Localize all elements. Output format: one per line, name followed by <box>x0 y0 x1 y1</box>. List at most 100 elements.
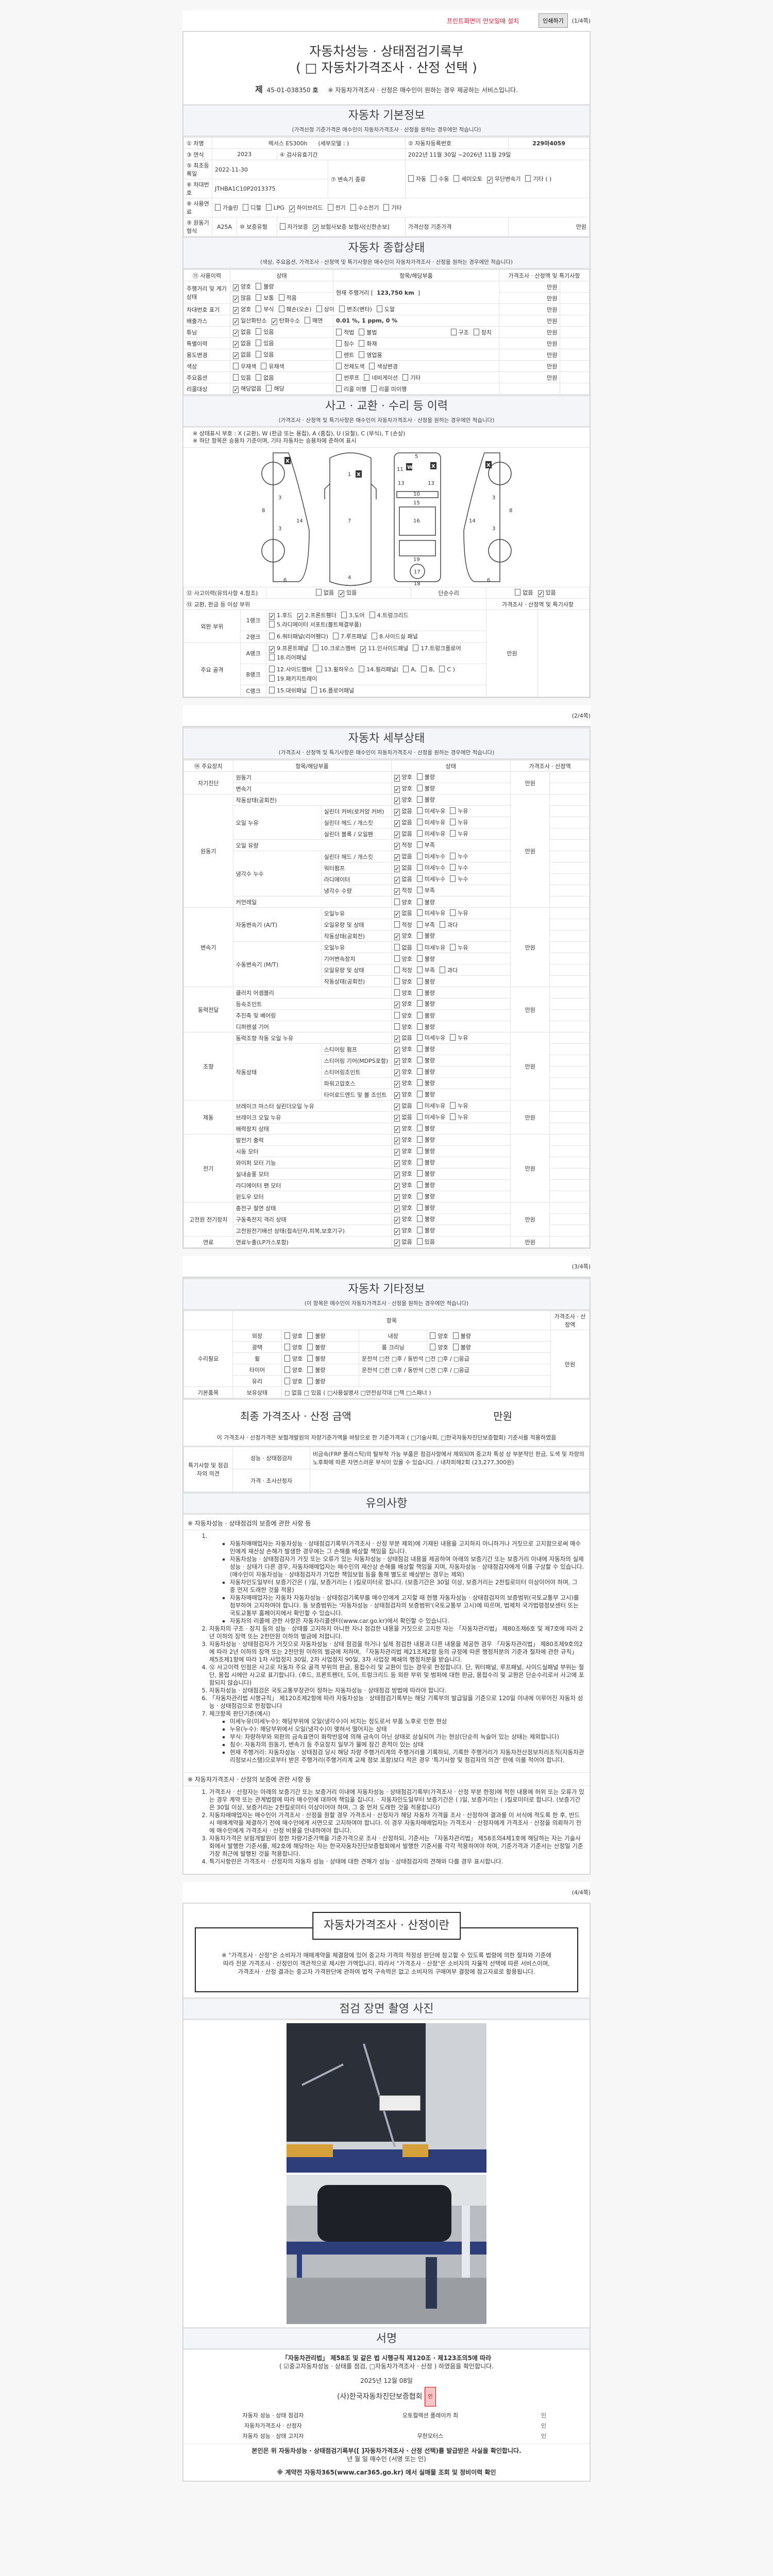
unchecked-checkbox-icon[interactable] <box>307 1354 313 1362</box>
unchecked-checkbox-icon[interactable] <box>359 666 365 672</box>
checkbox-option[interactable]: ✓ 양호 <box>394 931 412 940</box>
checkbox-option[interactable]: 수소전기 <box>350 204 379 212</box>
checked-checkbox-icon[interactable]: ✓ <box>233 295 239 302</box>
checkbox-option[interactable]: 불량 <box>416 795 435 804</box>
checkbox-option[interactable]: 적법 <box>336 328 354 336</box>
checkbox-option[interactable]: B, <box>421 665 434 674</box>
checked-checkbox-icon[interactable]: ✓ <box>271 318 277 325</box>
unchecked-checkbox-icon[interactable] <box>336 328 342 335</box>
checked-checkbox-icon[interactable]: ✓ <box>394 1171 400 1178</box>
unchecked-checkbox-icon[interactable] <box>307 1377 313 1384</box>
checkbox-option[interactable]: 도말 <box>376 305 395 313</box>
checkbox-option[interactable]: 불량 <box>416 1023 435 1031</box>
unchecked-checkbox-icon[interactable] <box>307 1343 313 1350</box>
unchecked-checkbox-icon[interactable] <box>233 374 239 381</box>
checked-checkbox-icon[interactable]: ✓ <box>394 1114 400 1122</box>
unchecked-checkbox-icon[interactable] <box>383 204 390 211</box>
checkbox-option[interactable]: 불량 <box>307 1366 326 1374</box>
unchecked-checkbox-icon[interactable] <box>416 785 423 791</box>
unchecked-checkbox-icon[interactable] <box>402 374 408 381</box>
checked-checkbox-icon[interactable]: ✓ <box>394 1137 400 1144</box>
unchecked-checkbox-icon[interactable] <box>394 989 400 996</box>
checkbox-option[interactable]: 과다 <box>440 921 458 929</box>
unchecked-checkbox-icon[interactable] <box>269 633 275 639</box>
checkbox-option[interactable]: 없음 <box>256 374 274 382</box>
checkbox-option[interactable]: 미세누유 <box>416 1113 445 1121</box>
checkbox-option[interactable]: ✓ 무단변속기 <box>486 175 520 183</box>
checked-checkbox-icon[interactable]: ✓ <box>233 318 239 325</box>
unchecked-checkbox-icon[interactable] <box>278 306 284 312</box>
checked-checkbox-icon[interactable]: ✓ <box>394 1148 400 1156</box>
unchecked-checkbox-icon[interactable] <box>450 328 457 335</box>
checkbox-option[interactable]: 부족 <box>416 841 435 849</box>
checkbox-option[interactable]: 양호 <box>284 1354 303 1363</box>
unchecked-checkbox-icon[interactable] <box>440 966 446 973</box>
checked-checkbox-icon[interactable]: ✓ <box>486 176 493 183</box>
checkbox-option[interactable]: 16.플로어패널 <box>311 686 354 696</box>
checked-checkbox-icon[interactable]: ✓ <box>394 1126 400 1133</box>
checked-checkbox-icon[interactable]: ✓ <box>537 590 544 597</box>
unchecked-checkbox-icon[interactable] <box>416 1102 423 1109</box>
checkbox-option[interactable]: 무채색 <box>233 362 256 370</box>
checkbox-option[interactable]: 4.트렁크리드 <box>369 611 409 620</box>
unchecked-checkbox-icon[interactable] <box>416 1238 423 1245</box>
checkbox-option[interactable]: ✓ 하이브리드 <box>289 204 323 212</box>
checkbox-option[interactable]: ✓ 양호 <box>394 999 412 1008</box>
unchecked-checkbox-icon[interactable] <box>269 687 275 693</box>
unchecked-checkbox-icon[interactable] <box>416 819 423 825</box>
checkbox-option[interactable]: ✓ 없음 <box>394 818 412 827</box>
checkbox-option[interactable]: 양호 <box>394 1023 412 1031</box>
checkbox-option[interactable]: 양호 <box>394 1011 412 1020</box>
checkbox-option[interactable]: 유채색 <box>261 362 284 370</box>
print-install-link[interactable]: 프린트화면이 안보일때 설치 <box>446 17 519 25</box>
checkbox-option[interactable]: 불량 <box>416 1226 435 1234</box>
checked-checkbox-icon[interactable]: ✓ <box>339 590 345 597</box>
unchecked-checkbox-icon[interactable] <box>413 645 419 651</box>
unchecked-checkbox-icon[interactable] <box>416 1068 423 1075</box>
checkbox-option[interactable]: 영업용 <box>359 351 382 359</box>
checked-checkbox-icon[interactable]: ✓ <box>233 284 239 291</box>
checkbox-option[interactable]: 미세누수 <box>416 875 445 883</box>
unchecked-checkbox-icon[interactable] <box>333 633 339 639</box>
checkbox-option[interactable]: 없음 <box>394 943 412 952</box>
checkbox-option[interactable]: ✓ 양호 <box>233 282 251 291</box>
checkbox-option[interactable]: ✓ 없음 <box>394 807 412 816</box>
checkbox-option[interactable]: ✓ 양호 <box>233 305 251 314</box>
unchecked-checkbox-icon[interactable] <box>369 362 375 369</box>
checkbox-option[interactable]: 보통 <box>256 294 274 302</box>
checkbox-option[interactable]: 양호 <box>430 1343 448 1351</box>
checkbox-option[interactable]: 자가보증 <box>279 223 308 231</box>
unchecked-checkbox-icon[interactable] <box>394 977 400 985</box>
unchecked-checkbox-icon[interactable] <box>416 830 423 837</box>
checkbox-option[interactable]: ✓ 없음 <box>394 1101 412 1110</box>
unchecked-checkbox-icon[interactable] <box>450 909 456 916</box>
unchecked-checkbox-icon[interactable] <box>416 1170 423 1177</box>
checkbox-option[interactable]: ✓ 있음 <box>537 588 556 597</box>
checkbox-option[interactable]: 화재 <box>359 340 377 348</box>
checkbox-option[interactable]: 불량 <box>416 955 435 963</box>
unchecked-checkbox-icon[interactable] <box>371 385 377 392</box>
checkbox-option[interactable]: ✓ 양호 <box>394 1079 412 1088</box>
checked-checkbox-icon[interactable]: ✓ <box>394 854 400 861</box>
checkbox-option[interactable]: ✓ 양호 <box>394 1204 412 1212</box>
checked-checkbox-icon[interactable]: ✓ <box>394 1228 400 1235</box>
checkbox-option[interactable]: 누유 <box>450 909 468 917</box>
unchecked-checkbox-icon[interactable] <box>525 175 531 182</box>
unchecked-checkbox-icon[interactable] <box>284 1377 290 1384</box>
checkbox-option[interactable]: 불량 <box>416 1204 435 1212</box>
checkbox-option[interactable]: 장치 <box>473 328 492 336</box>
unchecked-checkbox-icon[interactable] <box>450 875 456 882</box>
unchecked-checkbox-icon[interactable] <box>327 204 333 211</box>
unchecked-checkbox-icon[interactable] <box>439 666 445 672</box>
checkbox-option[interactable]: 있음 <box>256 328 274 336</box>
checkbox-option[interactable]: 불량 <box>416 1045 435 1053</box>
unchecked-checkbox-icon[interactable] <box>394 921 400 928</box>
checkbox-option[interactable]: 자동 <box>408 175 426 183</box>
unchecked-checkbox-icon[interactable] <box>394 943 400 951</box>
checkbox-option[interactable]: 불량 <box>416 1124 435 1132</box>
unchecked-checkbox-icon[interactable] <box>256 294 262 301</box>
unchecked-checkbox-icon[interactable] <box>416 773 423 780</box>
checkbox-option[interactable]: 18.리어패널 <box>269 653 307 663</box>
checkbox-option[interactable]: ✓ 해당없음 <box>233 384 261 393</box>
checkbox-option[interactable]: 누수 <box>450 852 468 860</box>
